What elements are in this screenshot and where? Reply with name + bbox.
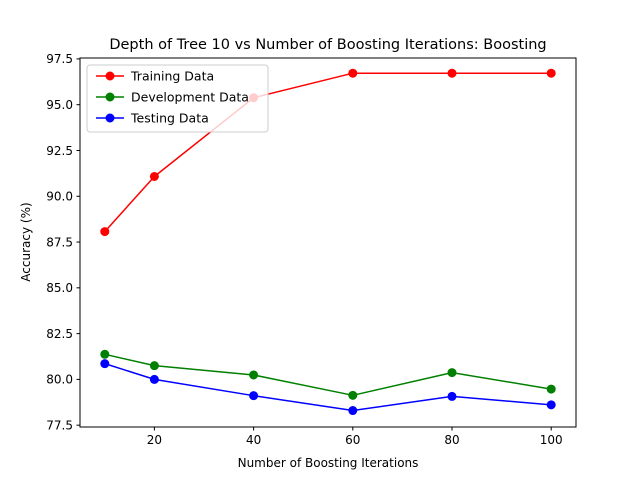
y-tick-label: 77.5 — [46, 418, 73, 432]
x-tick-label: 100 — [540, 433, 563, 447]
legend-label: Development Data — [131, 90, 249, 105]
legend-item-testing-data: Testing Data — [96, 111, 209, 126]
data-point-training-data — [447, 68, 457, 78]
data-point-testing-data — [149, 374, 159, 384]
data-point-testing-data — [100, 359, 110, 369]
data-point-training-data — [149, 171, 159, 181]
x-tick-label: 40 — [246, 433, 261, 447]
data-point-development-data — [546, 384, 556, 394]
series-line-testing-data — [104, 362, 552, 412]
data-point-development-data — [249, 370, 259, 380]
x-axis-ticks: 20 40 60 80 100 — [147, 427, 563, 447]
series-line-development-data — [104, 353, 552, 397]
chart-title: Depth of Tree 10 vs Number of Boosting I… — [109, 37, 546, 53]
series-testing-data — [100, 359, 556, 416]
legend: Training Data Development Data Testing Dat… — [86, 64, 269, 133]
legend-item-training-data: Training Data — [96, 69, 214, 84]
data-point-testing-data — [546, 400, 556, 410]
y-tick-label: 85.0 — [46, 281, 73, 295]
legend-items: Training Data Development Data Testing Dat… — [96, 69, 249, 126]
y-tick-label: 95.0 — [46, 98, 73, 112]
legend-label: Training Data — [130, 69, 214, 84]
y-tick-label: 87.5 — [46, 235, 73, 249]
data-point-training-data — [546, 68, 556, 78]
y-tick-label: 80.0 — [46, 373, 73, 387]
data-point-training-data — [348, 68, 358, 78]
x-tick-label: 60 — [345, 433, 360, 447]
legend-box — [86, 64, 269, 133]
data-point-training-data — [100, 227, 110, 237]
x-tick-label: 80 — [444, 433, 459, 447]
legend-marker — [105, 113, 115, 123]
data-point-development-data — [149, 361, 159, 371]
y-tick-label: 90.0 — [46, 190, 73, 204]
data-point-development-data — [447, 368, 457, 378]
y-tick-label: 82.5 — [46, 327, 73, 341]
data-point-development-data — [100, 349, 110, 359]
data-point-development-data — [348, 390, 358, 400]
y-tick-label: 92.5 — [46, 144, 73, 158]
series-development-data — [100, 349, 556, 400]
data-point-testing-data — [348, 406, 358, 416]
series-line-training-data — [104, 72, 552, 233]
data-point-testing-data — [447, 391, 457, 401]
legend-label: Testing Data — [130, 111, 209, 126]
legend-marker — [105, 92, 115, 102]
y-axis-ticks: 77.5 80.0 82.5 85.0 87.5 90.0 92.5 95.0 97.5 — [46, 52, 80, 432]
y-axis-label: Accuracy (%) — [19, 202, 33, 281]
x-axis-label: Number of Boosting Iterations — [238, 456, 419, 470]
legend-marker — [105, 71, 115, 81]
data-point-testing-data — [249, 391, 259, 401]
x-tick-label: 20 — [147, 433, 162, 447]
legend-item-development-data: Development Data — [96, 90, 249, 105]
y-tick-label: 97.5 — [46, 52, 73, 66]
